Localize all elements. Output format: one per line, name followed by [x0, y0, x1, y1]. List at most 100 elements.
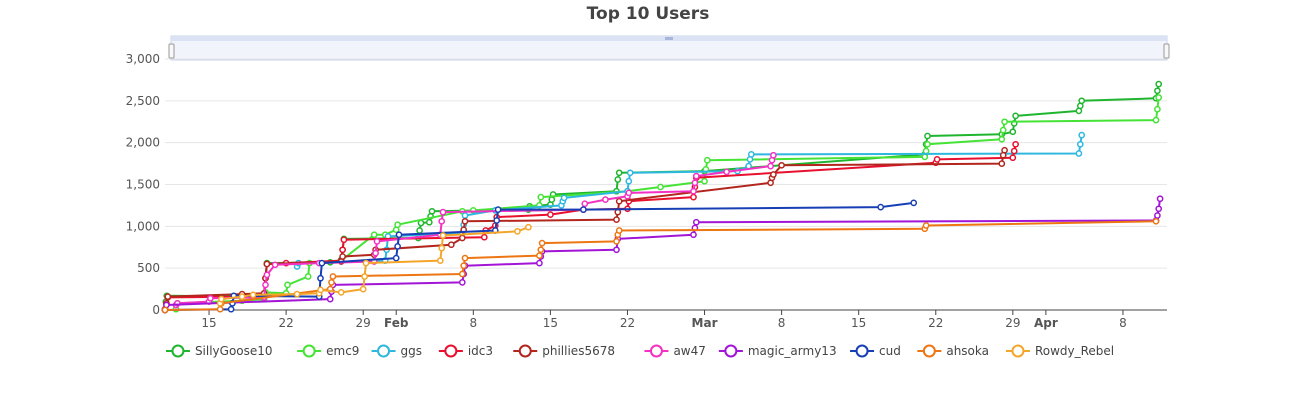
data-point[interactable] [1155, 94, 1163, 101]
data-point[interactable] [238, 293, 246, 300]
data-point[interactable] [326, 295, 334, 303]
data-point[interactable] [691, 179, 699, 187]
data-point[interactable] [921, 153, 929, 161]
data-point[interactable] [461, 217, 469, 225]
data-point[interactable] [392, 254, 400, 262]
data-point[interactable] [723, 168, 730, 176]
data-point[interactable] [747, 151, 755, 158]
data-point[interactable] [613, 216, 620, 223]
data-point[interactable] [458, 279, 466, 286]
data-point[interactable] [998, 160, 1006, 167]
data-point[interactable] [1154, 212, 1161, 219]
data-point[interactable] [536, 259, 543, 267]
data-point[interactable] [271, 261, 279, 269]
data-point[interactable] [703, 156, 711, 164]
data-point[interactable] [263, 260, 271, 268]
data-point[interactable] [328, 279, 335, 286]
data-point[interactable] [494, 206, 502, 213]
data-point[interactable] [1001, 118, 1008, 126]
legend-item[interactable]: aw47 [644, 344, 706, 358]
data-point[interactable] [317, 286, 324, 294]
data-point[interactable] [161, 306, 169, 314]
legend-item[interactable]: phillies5678 [513, 344, 615, 358]
data-point[interactable] [438, 244, 446, 252]
data-point[interactable] [284, 281, 291, 289]
range-slider-handle-left[interactable] [168, 43, 175, 59]
data-point[interactable] [416, 227, 423, 234]
legend-item[interactable]: ggs [371, 344, 423, 358]
data-point[interactable] [690, 193, 697, 201]
data-point[interactable] [216, 305, 224, 313]
data-point[interactable] [1078, 131, 1086, 139]
data-point[interactable] [395, 231, 403, 239]
data-point[interactable] [1155, 80, 1163, 88]
data-point[interactable] [602, 196, 609, 203]
data-point[interactable] [690, 187, 697, 195]
data-point[interactable] [438, 217, 446, 225]
data-point[interactable] [428, 207, 436, 215]
data-point[interactable] [998, 135, 1006, 143]
data-point[interactable] [922, 222, 930, 229]
range-slider-grip[interactable] [665, 37, 673, 40]
legend-item[interactable]: emc9 [297, 344, 359, 358]
legend-item[interactable]: cud [850, 344, 901, 358]
data-point[interactable] [924, 140, 931, 148]
data-point[interactable] [461, 254, 469, 262]
data-point[interactable] [317, 274, 324, 282]
data-point[interactable] [1001, 146, 1008, 154]
data-point[interactable] [164, 293, 172, 300]
data-point[interactable] [207, 294, 214, 302]
data-point[interactable] [770, 151, 777, 159]
data-point[interactable] [547, 211, 554, 218]
data-point[interactable] [933, 156, 941, 163]
data-point[interactable] [1154, 105, 1161, 113]
data-point[interactable] [537, 193, 545, 201]
range-slider[interactable] [168, 35, 1170, 61]
data-point[interactable] [439, 208, 447, 216]
data-point[interactable] [924, 132, 931, 140]
legend-item[interactable]: magic_army13 [718, 344, 837, 358]
data-point[interactable] [692, 218, 700, 226]
data-point[interactable] [877, 203, 885, 211]
data-point[interactable] [337, 289, 345, 296]
data-point[interactable] [514, 228, 521, 235]
data-point[interactable] [1152, 116, 1160, 124]
data-point[interactable] [615, 227, 623, 234]
legend-item[interactable]: ahsoka [917, 344, 989, 358]
data-point[interactable] [767, 162, 774, 170]
data-point[interactable] [580, 206, 587, 213]
data-point[interactable] [480, 233, 488, 241]
data-point[interactable] [690, 231, 697, 239]
data-point[interactable] [362, 259, 370, 267]
data-point[interactable] [536, 252, 543, 259]
legend-item[interactable]: SillyGoose10 [165, 344, 273, 358]
data-point[interactable] [560, 194, 568, 202]
data-point[interactable] [922, 147, 930, 155]
data-point[interactable] [1152, 217, 1160, 225]
data-point[interactable] [461, 212, 469, 219]
data-point[interactable] [701, 177, 708, 185]
data-point[interactable] [1078, 97, 1086, 105]
data-point[interactable] [1012, 112, 1019, 120]
data-point[interactable] [361, 273, 368, 280]
data-point[interactable] [1154, 87, 1161, 95]
data-point[interactable] [218, 295, 225, 303]
data-point[interactable] [493, 217, 501, 224]
data-point[interactable] [1009, 128, 1017, 136]
data-point[interactable] [372, 249, 379, 257]
data-point[interactable] [1155, 205, 1163, 213]
data-point[interactable] [439, 232, 447, 239]
data-point[interactable] [373, 238, 381, 245]
data-point[interactable] [692, 172, 700, 180]
data-point[interactable] [613, 246, 620, 254]
data-point[interactable] [525, 223, 532, 231]
data-point[interactable] [1075, 150, 1083, 157]
data-point[interactable] [262, 281, 269, 289]
data-point[interactable] [614, 176, 622, 183]
data-point[interactable] [1009, 154, 1017, 162]
legend-item[interactable]: idc3 [438, 344, 493, 358]
data-point[interactable] [999, 126, 1007, 134]
data-point[interactable] [339, 246, 346, 254]
data-point[interactable] [1076, 140, 1084, 148]
data-point[interactable] [263, 271, 271, 279]
